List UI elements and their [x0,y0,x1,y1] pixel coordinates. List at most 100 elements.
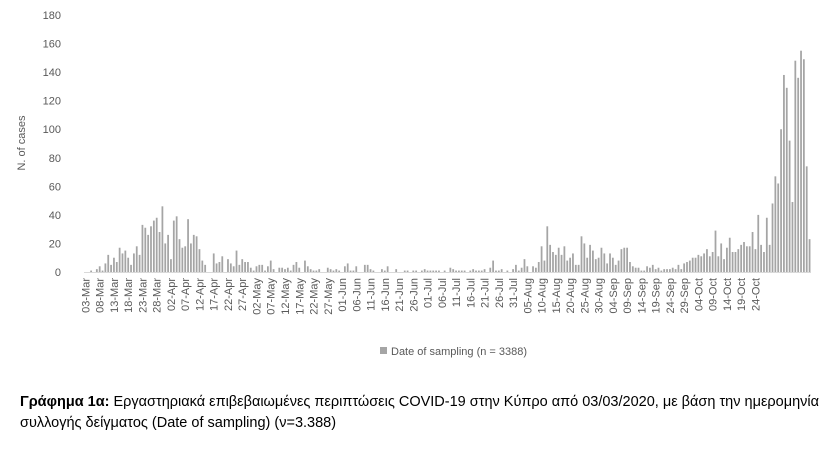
x-tick-label: 11-Jun [366,278,378,311]
bar [600,247,603,272]
x-tick-label: 21-Jul [480,278,492,308]
bar [229,263,232,272]
x-tick-label: 22-May [309,278,321,315]
bar [771,203,774,272]
bar [115,262,118,272]
bar [629,262,631,272]
bar [343,266,346,272]
bar [198,249,201,272]
bar [560,254,563,272]
bar [295,262,298,272]
bar [483,269,486,272]
x-tick-label: 30-Aug [594,278,606,313]
bar [241,259,244,272]
bar [697,254,700,272]
x-tick-label: 14-Sep [636,278,648,313]
bar [144,227,147,272]
x-tick-label: 23-Mar [137,278,149,313]
bar [631,266,634,272]
bar [463,270,466,272]
bar [660,270,663,272]
bar [646,266,648,272]
bar [204,264,207,272]
bar [326,267,329,272]
bar [261,264,264,272]
bar [808,239,811,272]
x-tick-label: 19-Sep [651,278,663,313]
bar [429,270,432,272]
bar [175,216,178,272]
bar [329,269,332,272]
bar [192,234,195,272]
bar [164,243,167,272]
bar [780,129,782,272]
x-tick-label: 16-Jun [380,278,392,312]
bar [680,269,683,272]
bar [537,262,540,272]
bar [700,256,703,272]
bar [403,270,406,272]
x-tick-label: 31-Jul [508,278,520,308]
bar [110,264,112,272]
bar [118,247,121,272]
bar [346,263,349,272]
y-tick-label: 100 [43,124,61,136]
bar [668,269,671,272]
bar [161,206,164,272]
x-tick-label: 06-Jul [437,278,449,308]
y-tick-label: 160 [43,39,61,51]
bar [232,266,235,272]
x-axis: 03-Mar 08-Mar 13-Mar 18-Mar 23-Mar 28-Mar 02-A… [80,278,762,315]
bar [133,253,135,272]
bar [688,260,691,272]
bar [127,257,130,272]
figure-caption: Γράφημα 1α: Εργαστηριακά επιβεβαιωμένες … [20,392,830,434]
bar [227,259,229,272]
bar [731,252,734,272]
bar [152,220,155,272]
bar [289,270,292,272]
bar [138,254,141,272]
bar [657,267,660,272]
bar [124,250,127,272]
bar [386,266,389,272]
legend: Date of sampling (n = 3388) [380,346,527,358]
bar [611,257,614,272]
bar [238,264,241,272]
bar [520,267,523,272]
x-tick-label: 05-Aug [522,278,534,313]
bar [130,264,132,272]
bar [592,250,594,272]
bar [304,260,306,272]
y-tick-label: 140 [43,67,61,79]
bar [526,266,529,272]
bar [574,264,577,272]
x-tick-label: 09-Sep [622,278,634,313]
x-tick-label: 17-Apr [209,278,221,311]
y-tick-label: 0 [55,267,61,279]
bar [549,244,552,272]
bar [477,270,480,272]
bar [683,263,686,272]
bar [184,246,187,272]
bar [580,236,583,272]
bar [252,270,255,272]
bar [312,270,315,272]
bar [406,270,409,272]
bar [737,249,740,272]
bar [107,254,110,272]
x-tick-label: 26-Jul [494,278,506,308]
bar [249,267,252,272]
x-tick-label: 20-Aug [565,278,577,313]
bar [306,266,309,272]
x-tick-label: 19-Oct [736,278,748,311]
x-tick-label: 06-Jun [351,278,363,312]
x-tick-label: 04-Oct [693,278,705,311]
x-tick-label: 12-Apr [194,278,206,311]
bar [178,239,181,272]
bar [691,257,694,272]
bar [572,253,574,272]
bar [497,270,500,272]
bar [637,267,640,272]
bar [335,269,338,272]
